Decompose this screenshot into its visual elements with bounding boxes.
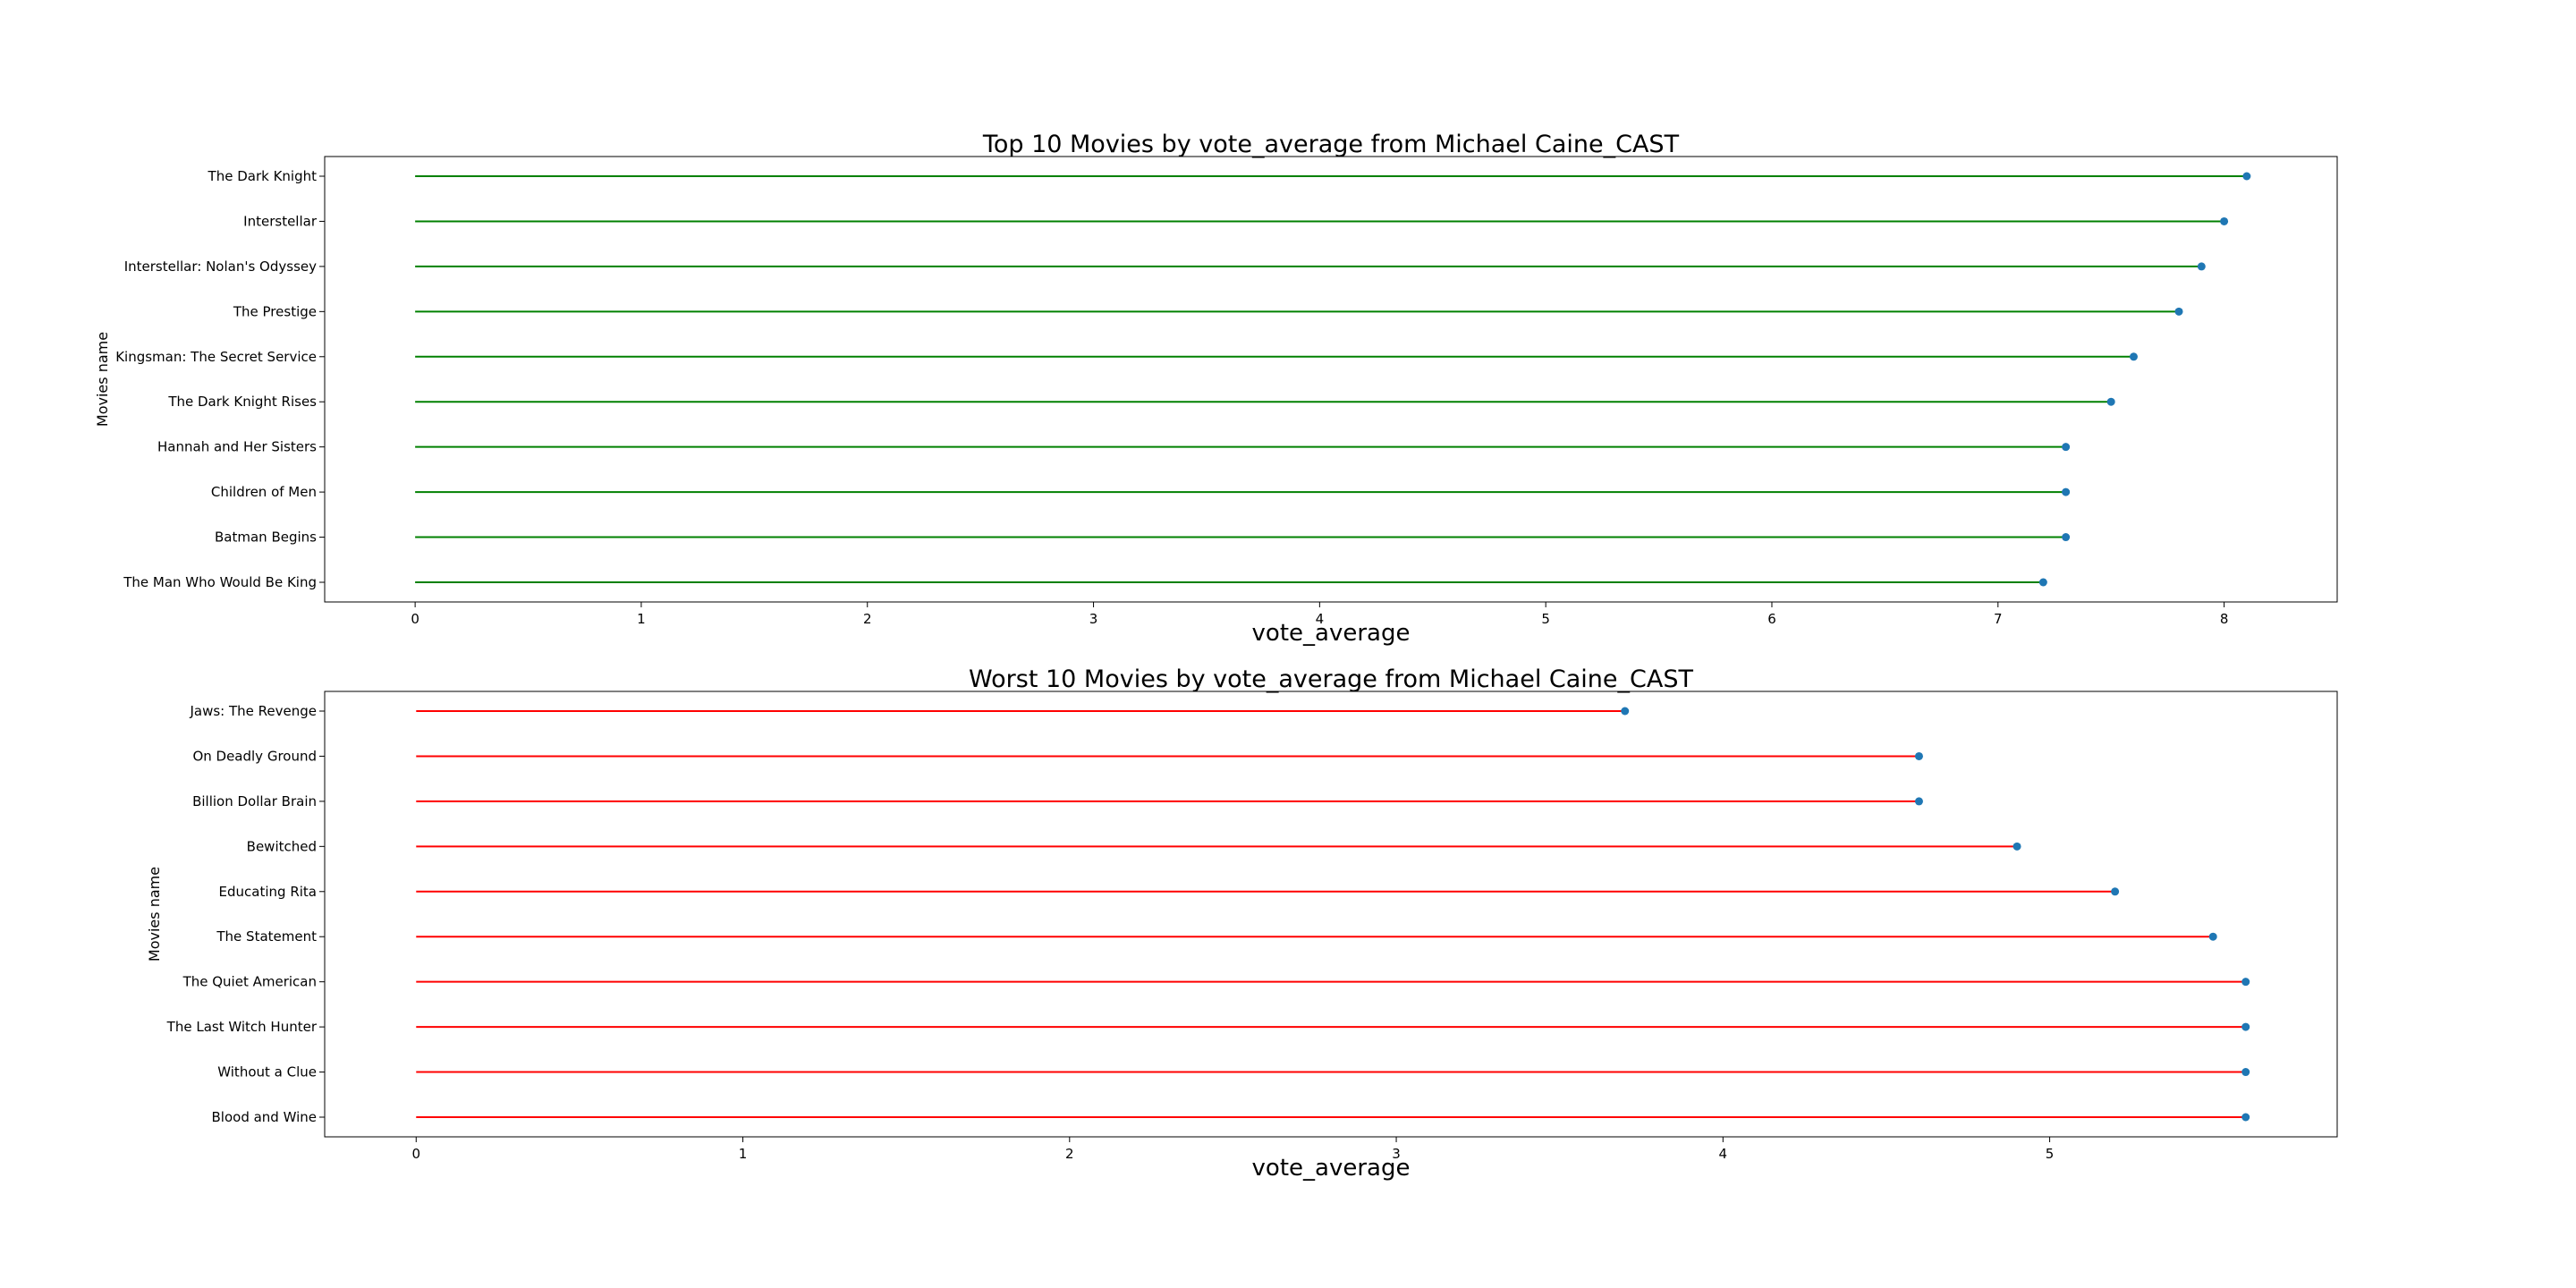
data-point	[2106, 397, 2115, 406]
data-point	[2062, 443, 2071, 452]
x-tick-label: 6	[1767, 611, 1776, 627]
data-point	[2012, 842, 2021, 851]
x-tick-label: 4	[1316, 611, 1325, 627]
y-tick-label: Jaws: The Revenge	[189, 703, 317, 719]
x-tick-label: 2	[1065, 1146, 1074, 1162]
x-tick-label: 1	[637, 611, 646, 627]
y-tick-label: Bewitched	[247, 838, 317, 854]
top-chart-x-axis-label: vote_average	[1252, 620, 1411, 647]
worst-chart-title: Worst 10 Movies by vote_average from Mic…	[969, 665, 1693, 693]
x-tick-label: 0	[411, 1146, 420, 1162]
worst-chart-y-tick-labels: Jaws: The Revenge On Deadly Ground Billion…	[166, 703, 325, 1125]
data-point	[2062, 487, 2071, 496]
worst-chart-y-axis-label: Movies name	[146, 867, 163, 962]
y-tick-label: The Last Witch Hunter	[166, 1019, 318, 1035]
x-tick-label: 8	[2220, 611, 2229, 627]
data-point	[2241, 1113, 2250, 1122]
y-tick-label: Hannah and Her Sisters	[157, 439, 317, 455]
top-chart-plot-area	[324, 156, 2338, 603]
worst-chart-plot-area	[324, 691, 2338, 1138]
x-tick-label: 3	[1089, 611, 1098, 627]
y-tick-label: Kingsman: The Secret Service	[115, 349, 317, 365]
y-tick-label: The Statement	[216, 928, 317, 945]
data-point	[2062, 533, 2071, 542]
data-point	[1914, 797, 1923, 806]
data-point	[2174, 307, 2183, 316]
top-movies-chart: Top 10 Movies by vote_average from Micha…	[94, 131, 2338, 647]
y-tick-label: Billion Dollar Brain	[192, 793, 317, 809]
data-point	[2241, 978, 2250, 987]
x-tick-label: 0	[411, 611, 419, 627]
data-point	[2242, 172, 2251, 181]
y-tick-label: Blood and Wine	[212, 1109, 318, 1125]
worst-chart-x-ticks: 0 1 2 3 4 5	[411, 1137, 2054, 1162]
worst-chart-x-axis-label: vote_average	[1252, 1155, 1411, 1182]
y-tick-label: Without a Clue	[217, 1064, 317, 1080]
x-tick-label: 7	[1994, 611, 2003, 627]
y-tick-label: The Quiet American	[182, 974, 317, 990]
worst-chart-marks	[416, 707, 2250, 1122]
x-tick-label: 2	[863, 611, 872, 627]
y-tick-label: On Deadly Ground	[192, 748, 317, 764]
top-chart-title: Top 10 Movies by vote_average from Micha…	[982, 131, 1680, 158]
data-point	[2241, 1022, 2250, 1031]
data-point	[2129, 352, 2138, 361]
y-tick-label: Interstellar: Nolan's Odyssey	[124, 258, 317, 275]
data-point	[2241, 1068, 2250, 1077]
y-tick-label: The Prestige	[233, 303, 317, 319]
y-tick-label: Interstellar	[243, 213, 318, 229]
data-point	[2208, 932, 2217, 941]
data-point	[2111, 887, 2120, 896]
x-tick-label: 5	[2046, 1146, 2055, 1162]
y-tick-label: Children of Men	[211, 484, 317, 500]
top-chart-y-tick-labels: The Dark Knight Interstellar Interstellar:…	[115, 168, 325, 590]
y-tick-label: The Dark Knight Rises	[167, 394, 317, 410]
data-point	[2197, 262, 2206, 271]
y-tick-label: Batman Begins	[215, 530, 317, 546]
top-chart-y-axis-label: Movies name	[94, 332, 111, 427]
x-tick-label: 1	[739, 1146, 748, 1162]
x-tick-label: 4	[1719, 1146, 1728, 1162]
x-tick-label: 3	[1392, 1146, 1401, 1162]
top-chart-x-ticks: 0 1 2 3 4 5 6 7 8	[411, 602, 2228, 627]
data-point	[2038, 578, 2047, 587]
x-tick-label: 5	[1541, 611, 1550, 627]
data-point	[2220, 216, 2229, 225]
data-point	[1621, 707, 1630, 716]
top-chart-marks	[415, 172, 2251, 587]
y-tick-label: The Man Who Would Be King	[123, 574, 317, 590]
y-tick-label: The Dark Knight	[208, 168, 318, 184]
worst-movies-chart: Worst 10 Movies by vote_average from Mic…	[146, 665, 2338, 1182]
data-point	[1914, 751, 1923, 760]
y-tick-label: Educating Rita	[219, 884, 317, 900]
